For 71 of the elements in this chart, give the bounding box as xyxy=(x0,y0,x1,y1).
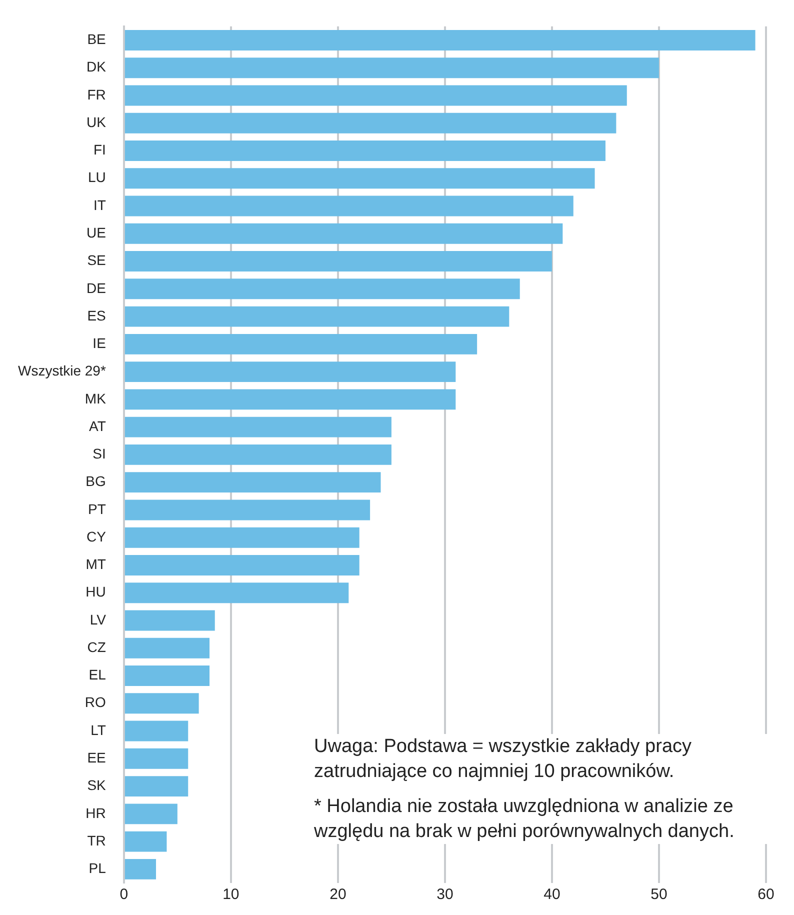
bar xyxy=(124,140,606,161)
y-tick-label: IE xyxy=(92,335,106,352)
annotation: Uwaga: Podstawa = wszystkie zakłady pracy zatrudniające co najmniej 10 pracowników. xyxy=(314,735,693,784)
x-tick-label: 30 xyxy=(436,886,454,904)
y-tick-label: LT xyxy=(90,722,106,738)
y-tick-label: EL xyxy=(88,666,106,683)
x-tick-label: 20 xyxy=(330,886,346,904)
x-tick-label: 60 xyxy=(758,886,774,904)
x-tick-label: 40 xyxy=(544,886,560,904)
y-tick-label: BE xyxy=(87,31,106,48)
y-tick-label: DK xyxy=(86,58,107,75)
bar xyxy=(124,334,478,354)
bar xyxy=(124,527,360,548)
y-tick-label: CY xyxy=(86,528,107,544)
bar xyxy=(124,748,188,769)
bar xyxy=(124,362,456,382)
y-tick-label: ES xyxy=(87,307,106,324)
y-tick-label: DE xyxy=(86,280,106,296)
y-tick-label: CZ xyxy=(87,638,106,655)
bar xyxy=(124,804,178,824)
y-tick-label: FR xyxy=(87,86,106,102)
bar xyxy=(124,168,595,189)
bar xyxy=(124,500,370,520)
bar xyxy=(124,278,520,300)
y-tick-label: BG xyxy=(86,473,106,490)
y-tick-label: LU xyxy=(88,169,106,186)
bar xyxy=(124,858,156,880)
bar xyxy=(124,58,659,78)
y-tick-label: Wszystkie 29* xyxy=(18,362,106,379)
bar xyxy=(124,610,215,631)
bar xyxy=(124,582,349,604)
y-tick-label: TR xyxy=(87,832,106,848)
y-tick-label: RO xyxy=(84,694,106,710)
y-tick-label: AT xyxy=(89,418,106,434)
bar xyxy=(124,444,392,465)
y-tick-label: MT xyxy=(86,556,106,572)
bar xyxy=(124,30,756,50)
y-tick-label: SK xyxy=(87,777,107,794)
bar xyxy=(124,555,360,576)
y-tick-label: SE xyxy=(87,252,106,268)
y-tick-label: PL xyxy=(88,860,106,876)
bar xyxy=(124,776,188,797)
x-tick-label: 0 xyxy=(120,886,128,904)
bar xyxy=(124,831,167,852)
bar xyxy=(124,472,381,493)
x-tick-label: 50 xyxy=(650,886,668,904)
y-tick-label: UK xyxy=(86,114,107,130)
bar xyxy=(124,223,563,244)
y-tick-label: UE xyxy=(86,224,106,240)
y-tick-label: EE xyxy=(87,750,106,766)
bar xyxy=(124,306,510,327)
bar xyxy=(124,693,199,714)
y-tick-label: FI xyxy=(93,142,106,158)
bar xyxy=(124,638,210,658)
y-tick-label: SI xyxy=(92,446,106,462)
bar xyxy=(124,416,392,438)
y-tick-label: LV xyxy=(90,611,107,628)
y-tick-label: HR xyxy=(86,804,106,821)
bar xyxy=(124,85,627,106)
bar xyxy=(124,666,210,686)
bar xyxy=(124,389,456,410)
annotation: * Holandia nie została uwzględniona w analizie ze względu na brak w pełni porównywalnych danych. xyxy=(314,795,736,844)
bar xyxy=(124,251,552,272)
y-tick-label: PT xyxy=(88,500,106,517)
bar xyxy=(124,196,574,216)
bar xyxy=(124,720,188,742)
bar xyxy=(124,112,616,134)
y-tick-label: IT xyxy=(93,196,106,213)
y-tick-label: MK xyxy=(84,390,107,406)
x-tick-label: 10 xyxy=(222,886,240,904)
y-tick-label: HU xyxy=(86,584,106,600)
